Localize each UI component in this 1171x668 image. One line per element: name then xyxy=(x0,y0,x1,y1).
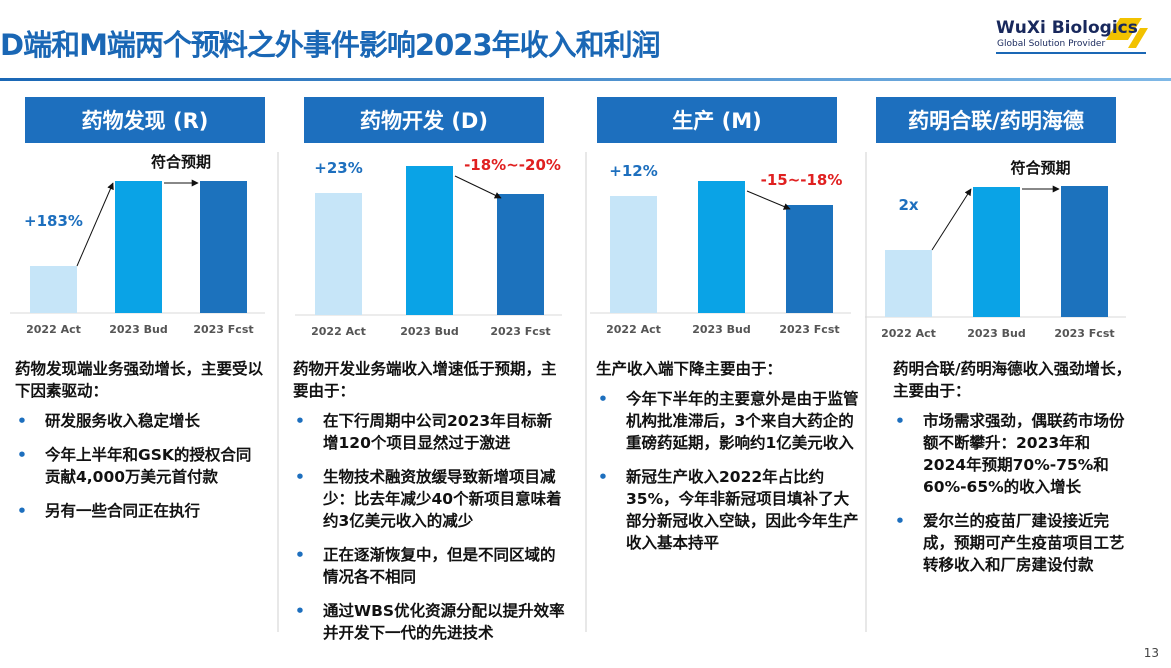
annotation: +183% xyxy=(24,212,83,230)
intro: 药明合联/药明海德收入强劲增长，主要由于： xyxy=(893,360,1132,400)
bullet: 生物技术融资放缓导致新增项目减少：比去年减少40个新项目意味着约3亿美元收入的减… xyxy=(293,466,565,532)
logo-tagline: Global Solution Provider xyxy=(997,39,1105,49)
x-tick-label: 2023 Fcst xyxy=(779,323,839,336)
bar xyxy=(610,196,657,313)
bullet: 新冠生产收入2022年占比约35%，今年非新冠项目填补了大部分新冠收入空缺，因此… xyxy=(596,466,862,554)
annotation: +23% xyxy=(314,159,362,177)
bar xyxy=(115,181,162,313)
arrow xyxy=(746,190,791,210)
intro: 药物发现端业务强劲增长，主要受以下因素驱动： xyxy=(15,360,264,400)
chart: 2022 Act 2023 Bud 2023 Fcst +23% -18%~-20% xyxy=(295,156,562,338)
chart: 2022 Act 2023 Bud 2023 Fcst +12% -15~-18% xyxy=(590,162,851,336)
annotation: -15~-18% xyxy=(761,171,843,189)
panel-header: 药物发现 (R) xyxy=(25,97,265,143)
bar xyxy=(885,250,932,317)
logo-name: WuXi Biologics xyxy=(996,18,1138,38)
annotation: 符合预期 xyxy=(1010,159,1070,177)
bullet: 今年下半年的主要意外是由于监管机构批准滞后，3个来自大药企的重磅药延期，影响约1… xyxy=(596,388,862,454)
bullet: 爱尔兰的疫苗厂建设接近完成，预期可产生疫苗项目工艺转移收入和厂房建设付款 xyxy=(893,510,1133,576)
intro: 生产收入端下降主要由于： xyxy=(596,360,783,378)
title-rule xyxy=(0,78,1171,81)
bar xyxy=(315,193,362,315)
bullet: 今年上半年和GSK的授权合同贡献4,000万美元首付款 xyxy=(15,444,265,488)
bullet-list: 今年下半年的主要意外是由于监管机构批准滞后，3个来自大药企的重磅药延期，影响约1… xyxy=(596,388,862,554)
bullet: 另有一些合同正在执行 xyxy=(15,500,265,522)
bullet: 研发服务收入稳定增长 xyxy=(15,410,265,432)
x-tick-label: 2022 Act xyxy=(606,323,661,336)
x-tick-label: 2023 Bud xyxy=(400,325,459,338)
x-tick-label: 2023 Fcst xyxy=(193,323,253,336)
bullet: 市场需求强劲，偶联药市场份额不断攀升：2023年和2024年预期70%-75%和… xyxy=(893,410,1133,498)
bar xyxy=(973,187,1020,317)
arrow xyxy=(931,188,972,251)
bar xyxy=(406,166,453,315)
panel-header: 生产 (M) xyxy=(597,97,837,143)
bar xyxy=(698,181,745,313)
x-tick-label: 2023 Fcst xyxy=(1054,327,1114,340)
x-tick-label: 2023 Fcst xyxy=(490,325,550,338)
bar xyxy=(786,205,833,313)
x-tick-label: 2023 Bud xyxy=(967,327,1026,340)
panel-text: 药明合联/药明海德收入强劲增长，主要由于： 市场需求强劲，偶联药市场份额不断攀升：… xyxy=(893,358,1133,588)
bar xyxy=(497,194,544,315)
bullet: 通过WBS优化资源分配以提升效率并开发下一代的先进技术 xyxy=(293,600,565,644)
logo: WuXi Biologics Global Solution Provider xyxy=(996,18,1148,54)
slide-title: D端和M端两个预料之外事件影响2023年收入和利润 xyxy=(0,28,661,62)
page-number: 13 xyxy=(1143,646,1159,660)
bullet-list: 市场需求强劲，偶联药市场份额不断攀升：2023年和2024年预期70%-75%和… xyxy=(893,410,1133,576)
annotation: +12% xyxy=(609,162,657,180)
panel-text: 药物开发业务端收入增速低于预期，主要由于： 在下行周期中公司2023年目标新增12… xyxy=(293,358,565,656)
chart: 2022 Act 2023 Bud 2023 Fcst +183% 符合预期 xyxy=(10,153,265,336)
panel-header: 药明合联/药明海德 xyxy=(876,97,1116,143)
bullet-list: 在下行周期中公司2023年目标新增120个项目显然过于激进生物技术融资放缓导致新… xyxy=(293,410,565,644)
arrow xyxy=(454,175,502,199)
arrow xyxy=(76,182,114,267)
x-tick-label: 2022 Act xyxy=(26,323,81,336)
bullet: 在下行周期中公司2023年目标新增120个项目显然过于激进 xyxy=(293,410,565,454)
x-tick-label: 2023 Bud xyxy=(109,323,168,336)
x-tick-label: 2022 Act xyxy=(881,327,936,340)
bar xyxy=(200,181,247,313)
panel-text: 药物发现端业务强劲增长，主要受以下因素驱动： 研发服务收入稳定增长今年上半年和GS… xyxy=(15,358,265,534)
bullet-list: 研发服务收入稳定增长今年上半年和GSK的授权合同贡献4,000万美元首付款另有一… xyxy=(15,410,265,522)
bar xyxy=(1061,186,1108,317)
annotation: 符合预期 xyxy=(151,153,211,171)
bar xyxy=(30,266,77,313)
x-tick-label: 2022 Act xyxy=(311,325,366,338)
intro: 药物开发业务端收入增速低于预期，主要由于： xyxy=(293,360,557,400)
x-tick-label: 2023 Bud xyxy=(692,323,751,336)
annotation: 2x xyxy=(898,196,918,214)
chart: 2022 Act 2023 Bud 2023 Fcst 2x 符合预期 xyxy=(865,159,1126,340)
panel-header: 药物开发 (D) xyxy=(304,97,544,143)
panel-text: 生产收入端下降主要由于： 今年下半年的主要意外是由于监管机构批准滞后，3个来自大药… xyxy=(596,358,862,566)
annotation: -18%~-20% xyxy=(464,156,561,174)
bullet: 正在逐渐恢复中，但是不同区域的情况各不相同 xyxy=(293,544,565,588)
